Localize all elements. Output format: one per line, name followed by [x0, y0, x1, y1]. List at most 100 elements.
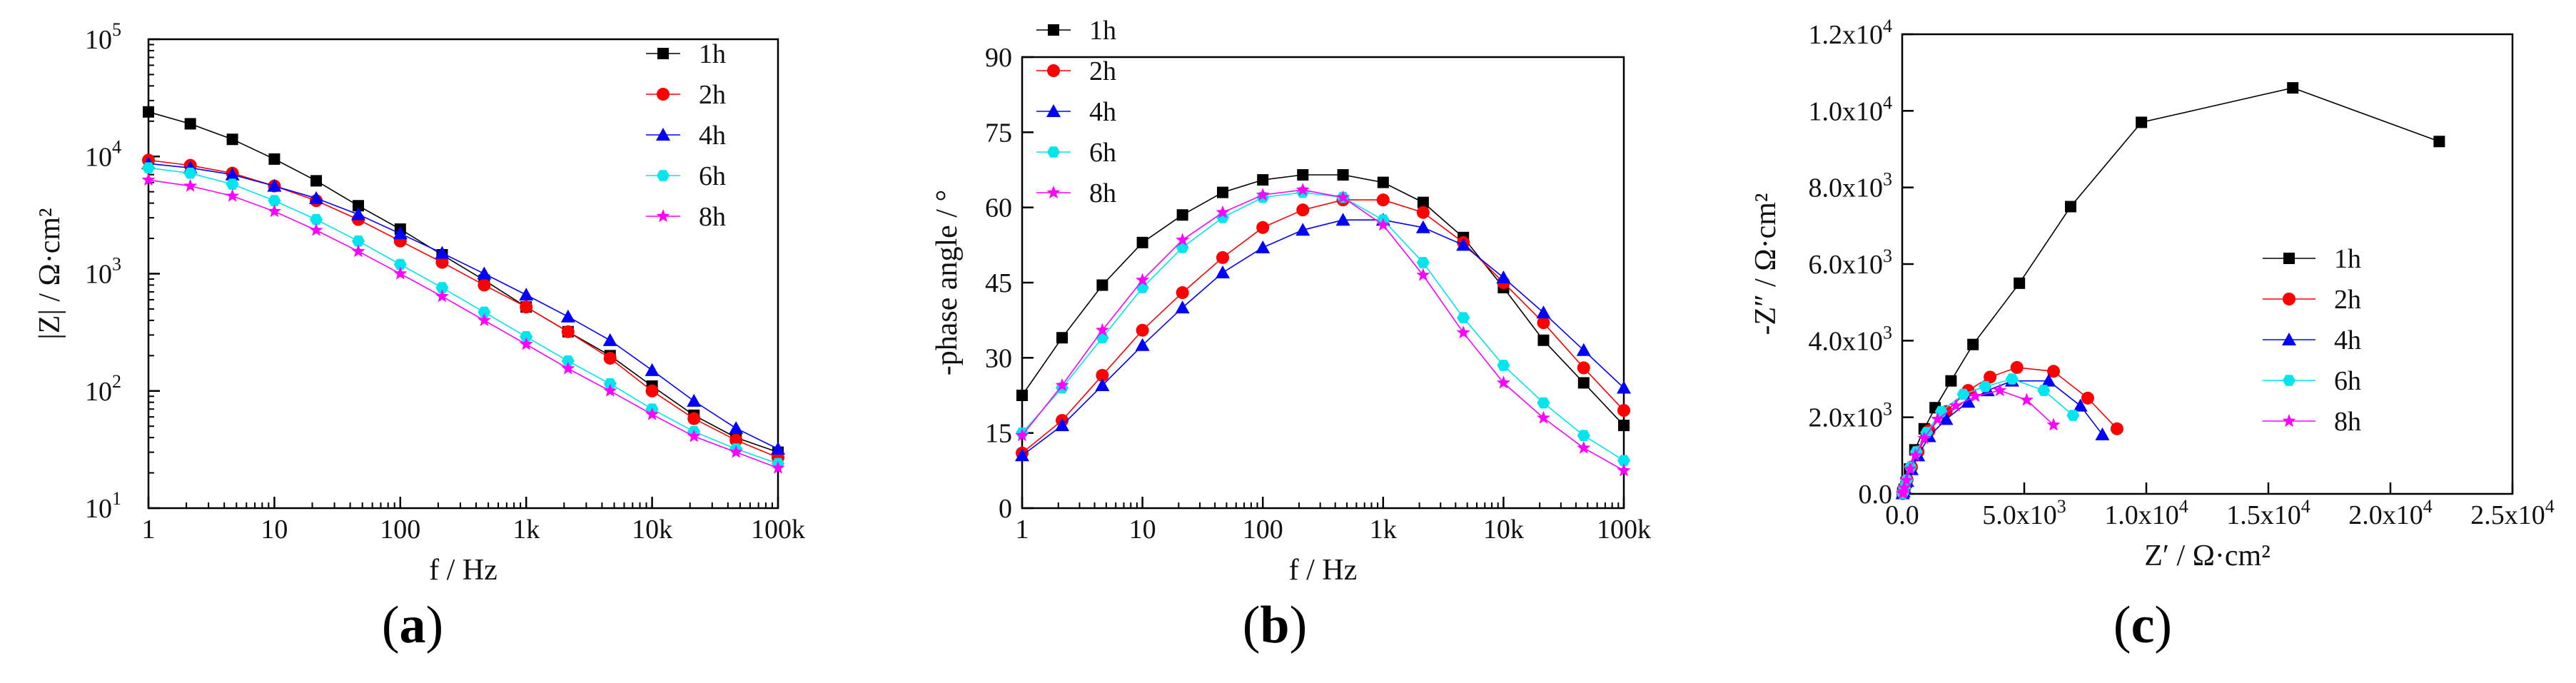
- data-point: [2110, 422, 2123, 435]
- legend-entry-1h: 1h: [1036, 16, 1116, 46]
- data-point: [1956, 388, 1970, 400]
- legend-marker: [2283, 375, 2295, 386]
- legend-entry-6h: 6h: [1036, 138, 1116, 168]
- y-axis-label: -phase angle / °: [931, 190, 964, 376]
- data-point: [1416, 268, 1430, 281]
- legend-marker: [657, 48, 669, 59]
- data-point: [393, 266, 408, 280]
- data-point: [268, 195, 281, 206]
- data-point: [602, 333, 617, 346]
- legend-entry-6h: 6h: [646, 161, 726, 191]
- series-line-1h: [148, 111, 779, 453]
- legend-entry-2h: 2h: [1036, 56, 1116, 86]
- y-tick-label: 60: [985, 193, 1012, 223]
- data-point: [1015, 448, 1029, 462]
- data-point: [2095, 427, 2110, 440]
- x-tick-label: 100: [380, 515, 420, 545]
- data-point: [560, 309, 575, 323]
- panel-b-phase-angle: 1 10 100 1k 10k 100k 0 15 30 45 60 75 90 f / Hz -phase…: [931, 16, 1651, 587]
- data-point: [1939, 412, 1954, 425]
- data-point: [142, 162, 155, 173]
- data-point: [645, 384, 659, 398]
- data-point: [1055, 418, 1070, 432]
- data-point: [1295, 183, 1310, 196]
- data-point: [1456, 325, 1470, 339]
- data-point: [183, 178, 198, 192]
- x-tick-label: 1k: [512, 515, 540, 545]
- y-tick-label: 30: [985, 343, 1012, 373]
- legend-marker: [2282, 333, 2296, 345]
- data-point: [1577, 430, 1590, 441]
- data-point: [519, 337, 533, 350]
- data-point: [1096, 368, 1109, 382]
- data-point: [350, 207, 365, 221]
- data-point: [1136, 273, 1150, 286]
- data-point: [1175, 300, 1190, 314]
- legend-marker: [1047, 146, 1060, 158]
- data-point: [1617, 455, 1630, 467]
- data-point: [1295, 223, 1310, 236]
- data-point: [2037, 385, 2051, 396]
- data-point: [2136, 116, 2148, 128]
- data-point: [2047, 365, 2061, 378]
- data-point: [309, 223, 323, 236]
- data-point: [352, 235, 365, 247]
- legend-entry-2h: 2h: [646, 80, 726, 110]
- x-tick-label: 10k: [1483, 515, 1524, 545]
- y-tick-label: 101: [85, 488, 121, 524]
- data-point: [561, 355, 575, 367]
- data-point: [267, 204, 281, 218]
- legend-entry-2h: 2h: [2263, 285, 2361, 315]
- data-point: [1016, 390, 1028, 401]
- data-point: [1617, 463, 1631, 477]
- panel-label-b: (b): [1243, 596, 1307, 654]
- panel-label-a: (a): [382, 596, 443, 654]
- legend-entry-8h: 8h: [646, 202, 726, 232]
- series-line-8h: [148, 179, 779, 469]
- data-point: [1993, 383, 2007, 397]
- data-point: [687, 429, 701, 442]
- series-6h: [142, 162, 784, 470]
- legend-label: 6h: [2334, 366, 2361, 396]
- data-point: [1176, 209, 1188, 221]
- data-point: [1945, 375, 1957, 387]
- legend-label: 8h: [1089, 178, 1116, 208]
- series-line-1h: [1021, 174, 1625, 426]
- data-point: [1576, 343, 1591, 356]
- data-point: [1917, 431, 1931, 445]
- series-8h: [1896, 383, 2061, 500]
- series-4h: [141, 156, 785, 455]
- data-point: [2041, 373, 2056, 387]
- data-point: [520, 331, 533, 343]
- x-axis-label: Z′ / Ω·cm²: [2144, 540, 2271, 572]
- data-point: [561, 325, 575, 338]
- series-line-8h: [1021, 189, 1625, 471]
- data-point: [226, 178, 239, 190]
- x-tick-label: 100k: [1597, 515, 1651, 545]
- y-axis-label: -Z″ / Ω·cm²: [1749, 193, 1782, 335]
- data-point: [1931, 412, 1945, 425]
- data-point: [2066, 410, 2080, 421]
- series-line-2h: [1021, 199, 1625, 454]
- data-point: [1416, 206, 1430, 219]
- data-point: [771, 442, 785, 455]
- data-point: [1617, 404, 1630, 418]
- data-point: [1967, 338, 1979, 350]
- data-point: [1216, 251, 1229, 264]
- data-point: [2046, 418, 2061, 431]
- data-point: [310, 175, 323, 187]
- data-point: [729, 421, 744, 435]
- x-tick-label: 2.0x104: [2348, 496, 2433, 530]
- y-axis-label: |Z| / Ω·cm²: [34, 208, 66, 339]
- legend-label: 4h: [699, 121, 726, 151]
- data-point: [1961, 395, 1976, 408]
- y-tick-label: 103: [85, 254, 121, 290]
- legend-label: 2h: [2334, 285, 2361, 315]
- data-point: [1215, 265, 1230, 278]
- data-point: [561, 361, 575, 375]
- panel-c-nyquist: 0.0 5.0x103 1.0x104 1.5x104 2.0x104 2.5x104 0.…: [1749, 16, 2555, 572]
- x-tick-label: 1: [1016, 515, 1029, 545]
- data-point: [1537, 316, 1550, 330]
- x-axis-label: f / Hz: [429, 554, 497, 587]
- data-point: [1899, 473, 1914, 487]
